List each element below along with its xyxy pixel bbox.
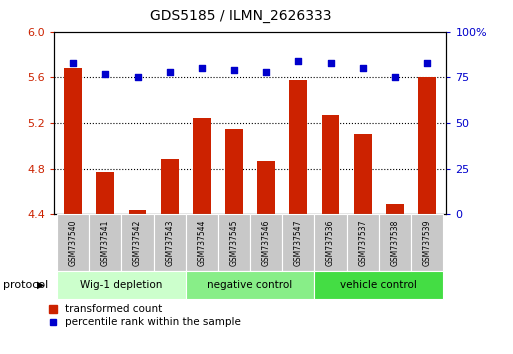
Point <box>423 60 431 66</box>
Bar <box>354 135 371 214</box>
Text: GSM737544: GSM737544 <box>198 219 206 266</box>
Bar <box>314 214 347 271</box>
Text: ▶: ▶ <box>37 280 45 290</box>
Text: GSM737545: GSM737545 <box>229 219 239 266</box>
Bar <box>129 210 146 214</box>
Bar <box>218 214 250 271</box>
Bar <box>250 214 282 271</box>
Text: GSM737543: GSM737543 <box>165 219 174 266</box>
Text: negative control: negative control <box>207 280 293 290</box>
Text: GSM737537: GSM737537 <box>358 219 367 266</box>
Bar <box>322 115 340 214</box>
Bar <box>282 214 314 271</box>
Text: Wig-1 depletion: Wig-1 depletion <box>80 280 163 290</box>
Bar <box>161 159 179 214</box>
Bar <box>122 214 153 271</box>
Text: GSM737536: GSM737536 <box>326 219 335 266</box>
Bar <box>347 214 379 271</box>
Text: GSM737546: GSM737546 <box>262 219 271 266</box>
Bar <box>186 271 314 299</box>
Point <box>294 58 303 64</box>
Bar <box>193 119 211 214</box>
Bar <box>57 271 186 299</box>
Point <box>69 60 77 66</box>
Bar <box>418 78 436 214</box>
Point <box>391 75 399 80</box>
Bar <box>225 129 243 214</box>
Legend: transformed count, percentile rank within the sample: transformed count, percentile rank withi… <box>49 304 241 327</box>
Bar <box>64 68 82 214</box>
Text: GSM737547: GSM737547 <box>294 219 303 266</box>
Point <box>166 69 174 75</box>
Bar <box>96 172 114 214</box>
Text: GSM737542: GSM737542 <box>133 219 142 266</box>
Point <box>262 69 270 75</box>
Bar <box>314 271 443 299</box>
Text: GSM737540: GSM737540 <box>69 219 77 266</box>
Bar <box>153 214 186 271</box>
Text: GSM737541: GSM737541 <box>101 219 110 266</box>
Text: GDS5185 / ILMN_2626333: GDS5185 / ILMN_2626333 <box>150 9 332 23</box>
Bar <box>57 214 89 271</box>
Bar <box>186 214 218 271</box>
Text: GSM737539: GSM737539 <box>423 219 431 266</box>
Point <box>198 65 206 71</box>
Bar <box>386 204 404 214</box>
Bar <box>258 161 275 214</box>
Bar <box>411 214 443 271</box>
Text: protocol: protocol <box>3 280 48 290</box>
Point <box>230 67 238 73</box>
Point <box>359 65 367 71</box>
Bar <box>89 214 122 271</box>
Point <box>133 75 142 80</box>
Point <box>101 71 109 76</box>
Text: vehicle control: vehicle control <box>340 280 417 290</box>
Bar <box>379 214 411 271</box>
Point <box>326 60 334 66</box>
Bar <box>289 80 307 214</box>
Text: GSM737538: GSM737538 <box>390 219 399 266</box>
